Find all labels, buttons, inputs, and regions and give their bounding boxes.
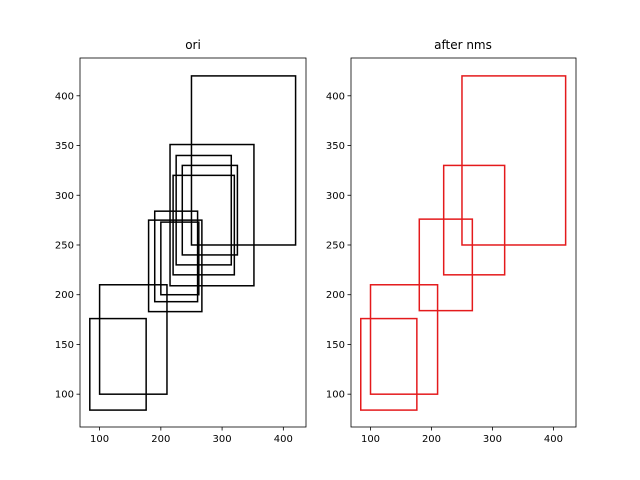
y-tick-label: 400 <box>55 91 74 102</box>
y-tick-label: 200 <box>326 290 345 301</box>
bbox-rect <box>360 317 418 411</box>
bbox-rect <box>153 210 199 303</box>
x-tick-label: 400 <box>274 434 293 445</box>
y-tick-label: 200 <box>55 290 74 301</box>
y-tick-label: 250 <box>55 240 74 251</box>
x-tick-label: 300 <box>483 434 502 445</box>
y-tick-label: 400 <box>326 91 345 102</box>
boxes-group <box>360 75 567 411</box>
bbox-rect <box>461 75 567 246</box>
axes-frame <box>350 57 577 428</box>
panel-title: after nms <box>434 38 492 52</box>
x-axis: 100 200 300 400 <box>361 427 563 445</box>
bbox-rect <box>89 317 147 411</box>
x-tick-label: 100 <box>361 434 380 445</box>
y-axis: 100 150 200 250 300 350 400 <box>326 91 351 401</box>
y-tick-label: 150 <box>326 340 345 351</box>
y-tick-label: 250 <box>326 240 345 251</box>
y-tick-label: 100 <box>326 390 345 401</box>
bbox-rect <box>190 75 297 246</box>
bbox-rect <box>147 219 203 313</box>
axes-frame <box>79 57 307 428</box>
y-tick-label: 100 <box>55 390 74 401</box>
x-tick-label: 400 <box>544 434 563 445</box>
bbox-rect <box>160 221 200 296</box>
x-tick-label: 200 <box>151 434 170 445</box>
bbox-rect <box>98 284 168 395</box>
panel-title: ori <box>185 38 201 52</box>
panel-ori: ori 100 200 300 400 100 150 200 250 300 350 400 <box>55 38 307 445</box>
x-axis: 100 200 300 400 <box>90 427 293 445</box>
bbox-rect <box>169 143 255 287</box>
bbox-rect <box>418 218 474 312</box>
y-axis: 100 150 200 250 300 350 400 <box>55 91 80 401</box>
panel-after-nms: after nms 100 200 300 400 100 150 200 250 300 35… <box>326 38 577 445</box>
bbox-rect <box>369 284 439 395</box>
x-tick-label: 100 <box>90 434 109 445</box>
y-tick-label: 150 <box>55 340 74 351</box>
y-tick-label: 300 <box>55 191 74 202</box>
boxes-group <box>89 75 297 411</box>
bbox-rect <box>442 164 506 276</box>
bbox-rect <box>175 154 233 266</box>
y-tick-label: 350 <box>326 141 345 152</box>
y-tick-label: 350 <box>55 141 74 152</box>
bbox-rect <box>181 164 239 256</box>
bbox-rect <box>172 174 236 276</box>
x-tick-label: 300 <box>213 434 232 445</box>
y-tick-label: 300 <box>326 191 345 202</box>
x-tick-label: 200 <box>422 434 441 445</box>
